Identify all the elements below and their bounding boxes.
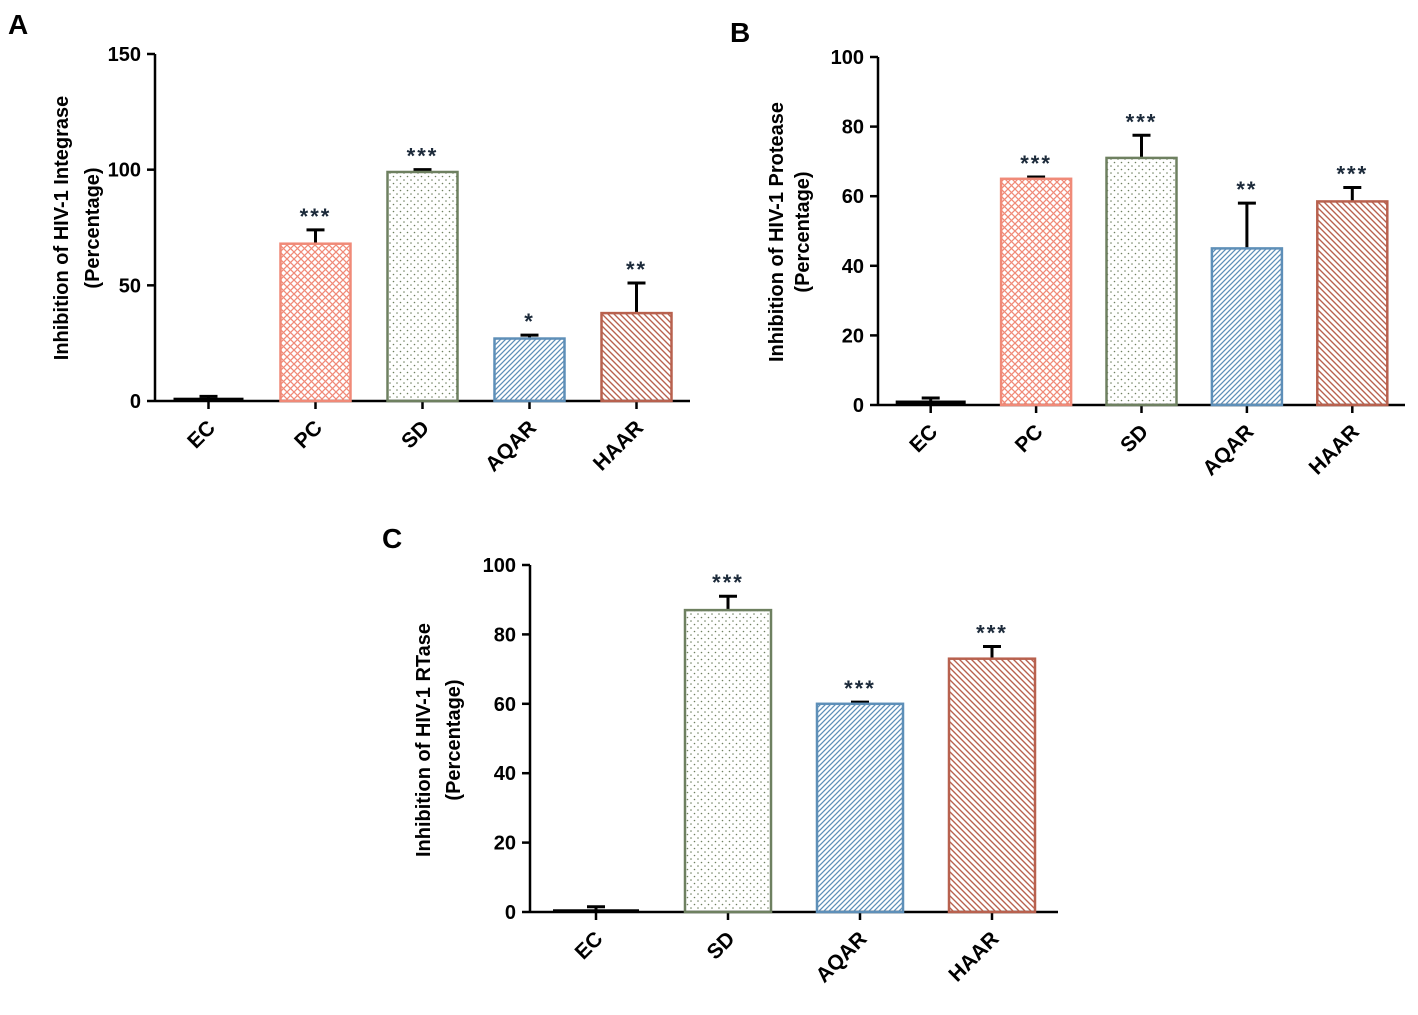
bar-haar xyxy=(947,657,1037,914)
panel-c-ylabel-line2: (Percentage) xyxy=(443,679,465,800)
x-tick-label: HAAR xyxy=(1305,420,1364,479)
panel-c-letter: C xyxy=(382,523,402,554)
panel-b-ylabel-line1: Inhibition of HIV-1 Protease xyxy=(766,102,788,362)
significance-label: ** xyxy=(1236,177,1257,202)
significance-label: *** xyxy=(1020,151,1052,176)
significance-label: *** xyxy=(407,144,439,169)
x-tick-label: AQAR xyxy=(481,416,541,476)
y-tick-label: 80 xyxy=(842,117,864,139)
significance-label: *** xyxy=(1126,109,1158,134)
panel-a-ylabel-line2: (Percentage) xyxy=(82,167,104,288)
x-tick-label: PC xyxy=(290,416,327,453)
bar-aqar xyxy=(493,337,566,403)
y-tick-label: 100 xyxy=(483,555,516,577)
y-tick-label: 0 xyxy=(130,391,141,413)
bar-haar xyxy=(1316,200,1389,407)
x-tick-label: EC xyxy=(905,420,942,457)
y-tick-label: 60 xyxy=(494,694,516,716)
bar-sd xyxy=(1105,156,1178,407)
significance-label: ** xyxy=(626,257,647,282)
x-tick-label: HAAR xyxy=(944,927,1003,986)
y-tick-label: 40 xyxy=(494,763,516,785)
significance-label: *** xyxy=(712,570,744,595)
y-tick-label: 80 xyxy=(494,624,516,646)
panel-a: A Inhibition of HIV-1 Integrase (Percent… xyxy=(8,9,690,476)
panel-c-plot: 0 20 40 60 80 100 EC *** SD *** AQAR *** HAAR xyxy=(483,555,1058,987)
y-tick-label: 20 xyxy=(494,833,516,855)
x-tick-label: HAAR xyxy=(589,416,648,475)
y-tick-label: 60 xyxy=(842,186,864,208)
bar-aqar xyxy=(1210,247,1284,407)
bar-haar xyxy=(600,311,673,403)
bar-pc xyxy=(279,242,352,403)
y-tick-label: 40 xyxy=(842,256,864,278)
bar-sd xyxy=(386,170,459,403)
significance-label: *** xyxy=(976,621,1008,646)
bar-sd xyxy=(683,608,773,914)
panel-c: C Inhibition of HIV-1 RTase (Percentage)… xyxy=(382,523,1058,987)
bar-ec xyxy=(895,400,966,405)
significance-label: *** xyxy=(300,204,332,229)
panel-b-letter: B xyxy=(730,17,750,48)
x-tick-label: SD xyxy=(1116,420,1153,457)
y-tick-label: 100 xyxy=(108,160,141,182)
x-tick-label: PC xyxy=(1011,420,1048,457)
significance-label: *** xyxy=(1336,162,1368,187)
x-tick-label: SD xyxy=(703,927,740,964)
bar-pc xyxy=(999,177,1073,407)
panel-b-ylabel-line2: (Percentage) xyxy=(792,171,814,292)
y-tick-label: 100 xyxy=(831,47,864,69)
bar-aqar xyxy=(815,702,905,914)
x-tick-label: EC xyxy=(183,416,220,453)
panel-b: B Inhibition of HIV-1 Protease (Percenta… xyxy=(730,17,1405,480)
y-tick-label: 0 xyxy=(505,902,516,924)
panel-b-plot: 0 20 40 60 80 100 EC *** PC *** SD ** AQAR *** HAAR xyxy=(831,47,1405,480)
y-tick-label: 0 xyxy=(853,395,864,417)
panel-a-ylabel-line1: Inhibition of HIV-1 Integrase xyxy=(51,96,73,360)
y-tick-label: 150 xyxy=(108,44,141,66)
significance-label: *** xyxy=(844,676,876,701)
panel-a-letter: A xyxy=(8,9,28,40)
x-tick-label: EC xyxy=(571,927,608,964)
x-tick-label: SD xyxy=(397,416,434,453)
y-tick-label: 20 xyxy=(842,325,864,347)
x-tick-label: AQAR xyxy=(1198,420,1258,480)
bar-ec xyxy=(173,397,244,401)
panel-a-plot: 0 50 100 150 EC *** PC *** SD * AQAR ** HAAR xyxy=(108,44,690,476)
panel-c-ylabel-line1: Inhibition of HIV-1 RTase xyxy=(413,623,435,857)
x-tick-label: AQAR xyxy=(812,927,872,987)
y-tick-label: 50 xyxy=(119,275,141,297)
significance-label: * xyxy=(524,309,535,334)
bar-ec xyxy=(553,909,639,912)
